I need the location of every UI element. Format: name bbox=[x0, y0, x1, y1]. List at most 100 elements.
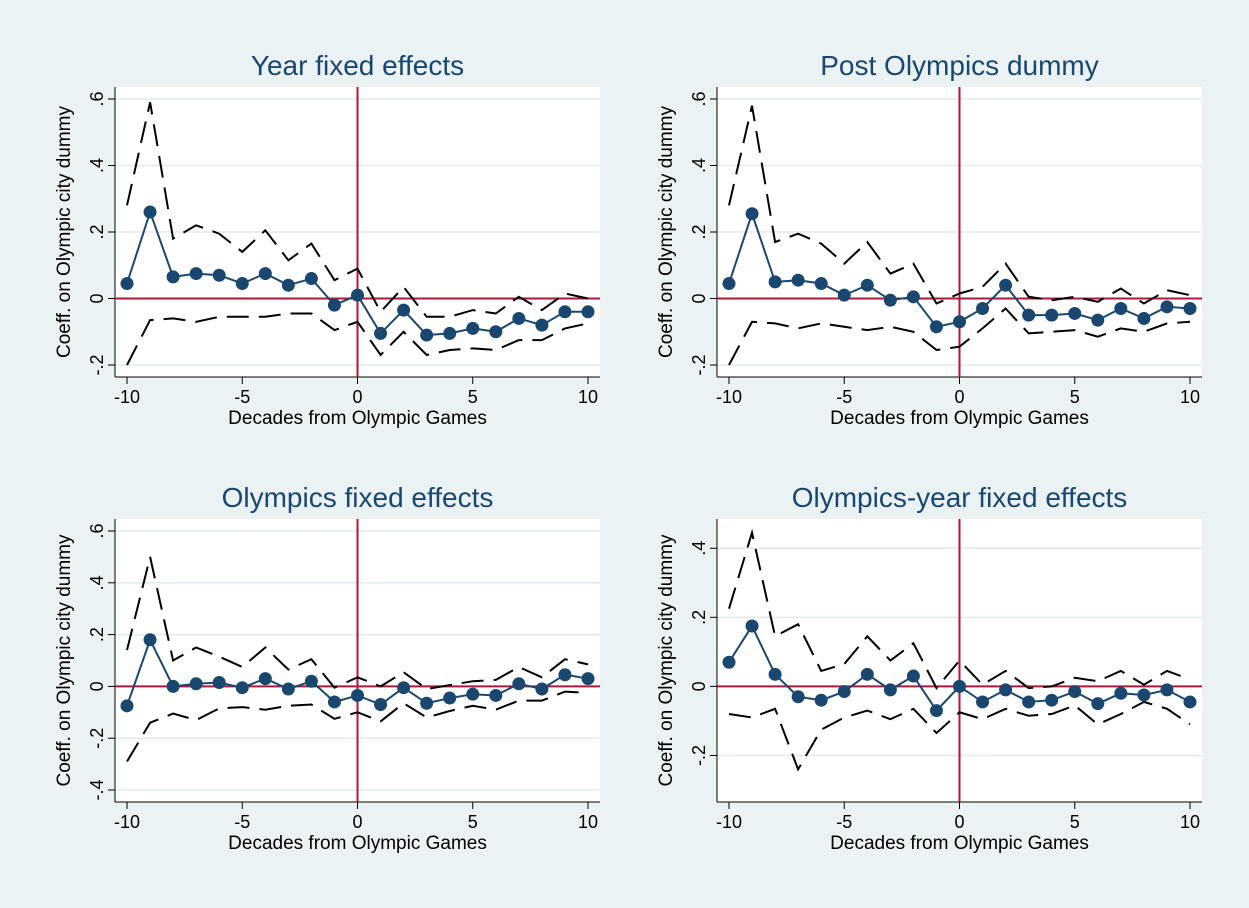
y-tick-label: 0 bbox=[87, 681, 107, 691]
data-point bbox=[1091, 697, 1105, 711]
y-tick-label: -.2 bbox=[689, 354, 709, 375]
chart-panel-3: -.4 -.2 0 .2 .4 .6 -10 -5 0 5 10 Decades from Olymp… bbox=[54, 482, 600, 854]
data-point bbox=[768, 275, 782, 289]
data-point bbox=[791, 273, 805, 287]
data-point bbox=[837, 685, 851, 699]
data-point bbox=[327, 695, 341, 709]
data-point bbox=[235, 681, 249, 695]
data-point bbox=[906, 669, 920, 683]
data-point bbox=[1183, 695, 1197, 709]
x-tick-label: 10 bbox=[1180, 387, 1200, 407]
data-point bbox=[166, 679, 180, 693]
data-point bbox=[212, 676, 226, 690]
data-point bbox=[1068, 685, 1082, 699]
x-tick-label: -5 bbox=[234, 387, 250, 407]
data-point bbox=[1160, 300, 1174, 314]
data-point bbox=[860, 667, 874, 681]
data-point bbox=[397, 681, 411, 695]
data-point bbox=[1114, 686, 1128, 700]
x-tick-label: 0 bbox=[352, 387, 362, 407]
x-tick-label: -10 bbox=[114, 812, 140, 832]
data-point bbox=[999, 683, 1013, 697]
chart-title: Olympics fixed effects bbox=[222, 482, 494, 513]
x-tick-label: 5 bbox=[468, 387, 478, 407]
data-point bbox=[466, 321, 480, 335]
data-point bbox=[745, 619, 759, 633]
data-point bbox=[281, 682, 295, 696]
data-point bbox=[212, 268, 226, 282]
data-point bbox=[304, 272, 318, 286]
data-point bbox=[722, 277, 736, 291]
x-tick-label: -10 bbox=[716, 387, 742, 407]
x-tick-label: 0 bbox=[954, 812, 964, 832]
data-point bbox=[929, 704, 943, 718]
data-point bbox=[1045, 308, 1059, 322]
x-tick-label: 5 bbox=[468, 812, 478, 832]
data-point bbox=[1022, 695, 1036, 709]
x-tick-label: -10 bbox=[716, 812, 742, 832]
chart-title: Post Olympics dummy bbox=[820, 50, 1099, 81]
data-point bbox=[351, 288, 364, 302]
y-tick-label: .2 bbox=[87, 627, 107, 642]
data-point bbox=[976, 695, 990, 709]
data-point bbox=[120, 277, 134, 291]
data-point bbox=[722, 655, 736, 669]
data-point bbox=[512, 311, 526, 325]
y-tick-label: .4 bbox=[87, 158, 107, 173]
y-tick-label: .2 bbox=[689, 610, 709, 625]
y-tick-label: .2 bbox=[87, 224, 107, 239]
chart-panel-1: -.2 0 .2 .4 .6 -10 -5 0 5 10 Decades from Olympic … bbox=[54, 50, 600, 429]
data-point bbox=[189, 677, 203, 691]
data-point bbox=[327, 298, 341, 312]
data-point bbox=[837, 288, 851, 302]
x-axis-label: Decades from Olympic Games bbox=[228, 408, 487, 429]
chart-panel-4: -.2 0 .2 .4 -10 -5 0 5 10 Decades from Olympic Ga… bbox=[656, 482, 1202, 854]
y-tick-label: .6 bbox=[87, 91, 107, 106]
x-tick-label: -5 bbox=[836, 387, 852, 407]
data-point bbox=[791, 690, 805, 704]
data-point bbox=[745, 207, 759, 221]
series-ci-lower bbox=[126, 312, 589, 366]
y-tick-label: 0 bbox=[689, 681, 709, 691]
data-point bbox=[999, 278, 1013, 292]
x-tick-label: 10 bbox=[1180, 812, 1200, 832]
data-point bbox=[374, 698, 388, 712]
data-point bbox=[1114, 301, 1128, 315]
data-point bbox=[189, 267, 203, 281]
x-tick-label: -5 bbox=[836, 812, 852, 832]
series-ci-lower bbox=[728, 700, 1191, 772]
data-point bbox=[558, 668, 572, 682]
x-tick-label: -10 bbox=[114, 387, 140, 407]
data-point bbox=[883, 683, 897, 697]
series-ci-upper bbox=[126, 556, 589, 691]
data-point bbox=[489, 688, 503, 702]
data-point bbox=[281, 278, 295, 292]
x-tick-label: 0 bbox=[352, 812, 362, 832]
data-point bbox=[420, 696, 434, 710]
y-axis-label: Coeff. on Olympic city dummy bbox=[54, 106, 75, 359]
data-point bbox=[814, 277, 828, 291]
data-point bbox=[397, 303, 411, 317]
x-tick-label: -5 bbox=[234, 812, 250, 832]
x-tick-label: 0 bbox=[954, 387, 964, 407]
data-point bbox=[443, 691, 457, 705]
data-point bbox=[1045, 693, 1059, 707]
chart-panel-2: -.2 0 .2 .4 .6 -10 -5 0 5 10 Decades from Olympic … bbox=[656, 50, 1202, 429]
data-point bbox=[1160, 683, 1174, 697]
y-tick-label: -.2 bbox=[689, 745, 709, 766]
x-tick-label: 10 bbox=[578, 812, 598, 832]
y-tick-label: 0 bbox=[87, 293, 107, 303]
data-point bbox=[1022, 308, 1036, 322]
x-axis-label: Decades from Olympic Games bbox=[830, 408, 1089, 429]
data-point bbox=[1183, 301, 1197, 315]
data-point bbox=[512, 677, 526, 691]
data-point bbox=[883, 293, 897, 307]
y-tick-label: .6 bbox=[87, 523, 107, 538]
y-tick-label: 0 bbox=[689, 293, 709, 303]
data-point bbox=[166, 270, 180, 284]
data-point bbox=[143, 205, 157, 219]
data-point bbox=[581, 305, 595, 319]
y-tick-label: .4 bbox=[689, 158, 709, 173]
data-point bbox=[581, 672, 595, 686]
data-point bbox=[235, 277, 249, 291]
